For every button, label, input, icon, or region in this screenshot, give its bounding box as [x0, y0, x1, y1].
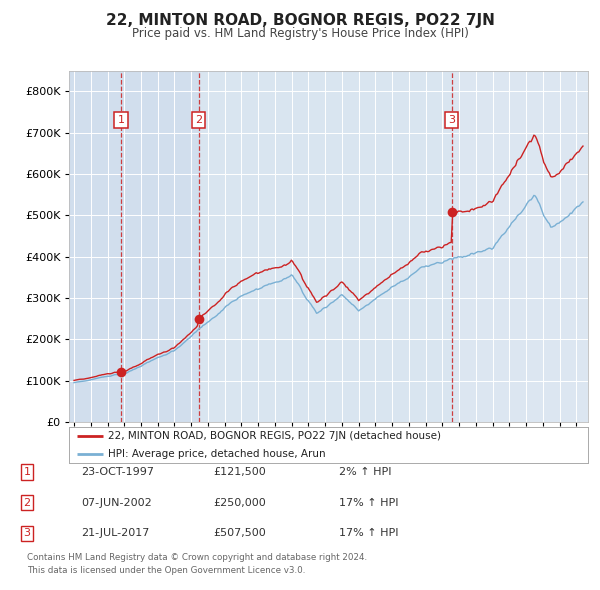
- Text: 2: 2: [23, 498, 31, 507]
- Text: 1: 1: [118, 116, 125, 125]
- Text: 22, MINTON ROAD, BOGNOR REGIS, PO22 7JN: 22, MINTON ROAD, BOGNOR REGIS, PO22 7JN: [106, 13, 494, 28]
- Text: 17% ↑ HPI: 17% ↑ HPI: [339, 529, 398, 538]
- Text: 17% ↑ HPI: 17% ↑ HPI: [339, 498, 398, 507]
- Text: Price paid vs. HM Land Registry's House Price Index (HPI): Price paid vs. HM Land Registry's House …: [131, 27, 469, 40]
- Text: HPI: Average price, detached house, Arun: HPI: Average price, detached house, Arun: [108, 449, 326, 459]
- Text: £250,000: £250,000: [213, 498, 266, 507]
- Text: 2: 2: [195, 116, 202, 125]
- Text: 3: 3: [448, 116, 455, 125]
- Bar: [69, 71, 199, 422]
- Text: £121,500: £121,500: [213, 467, 266, 477]
- Text: 3: 3: [23, 529, 31, 538]
- Text: 2% ↑ HPI: 2% ↑ HPI: [339, 467, 391, 477]
- Text: 21-JUL-2017: 21-JUL-2017: [81, 529, 149, 538]
- Text: Contains HM Land Registry data © Crown copyright and database right 2024.
This d: Contains HM Land Registry data © Crown c…: [27, 553, 367, 575]
- Text: 23-OCT-1997: 23-OCT-1997: [81, 467, 154, 477]
- Text: £507,500: £507,500: [213, 529, 266, 538]
- Text: 1: 1: [23, 467, 31, 477]
- Bar: [199, 71, 452, 422]
- Text: 22, MINTON ROAD, BOGNOR REGIS, PO22 7JN (detached house): 22, MINTON ROAD, BOGNOR REGIS, PO22 7JN …: [108, 431, 441, 441]
- Text: 07-JUN-2002: 07-JUN-2002: [81, 498, 152, 507]
